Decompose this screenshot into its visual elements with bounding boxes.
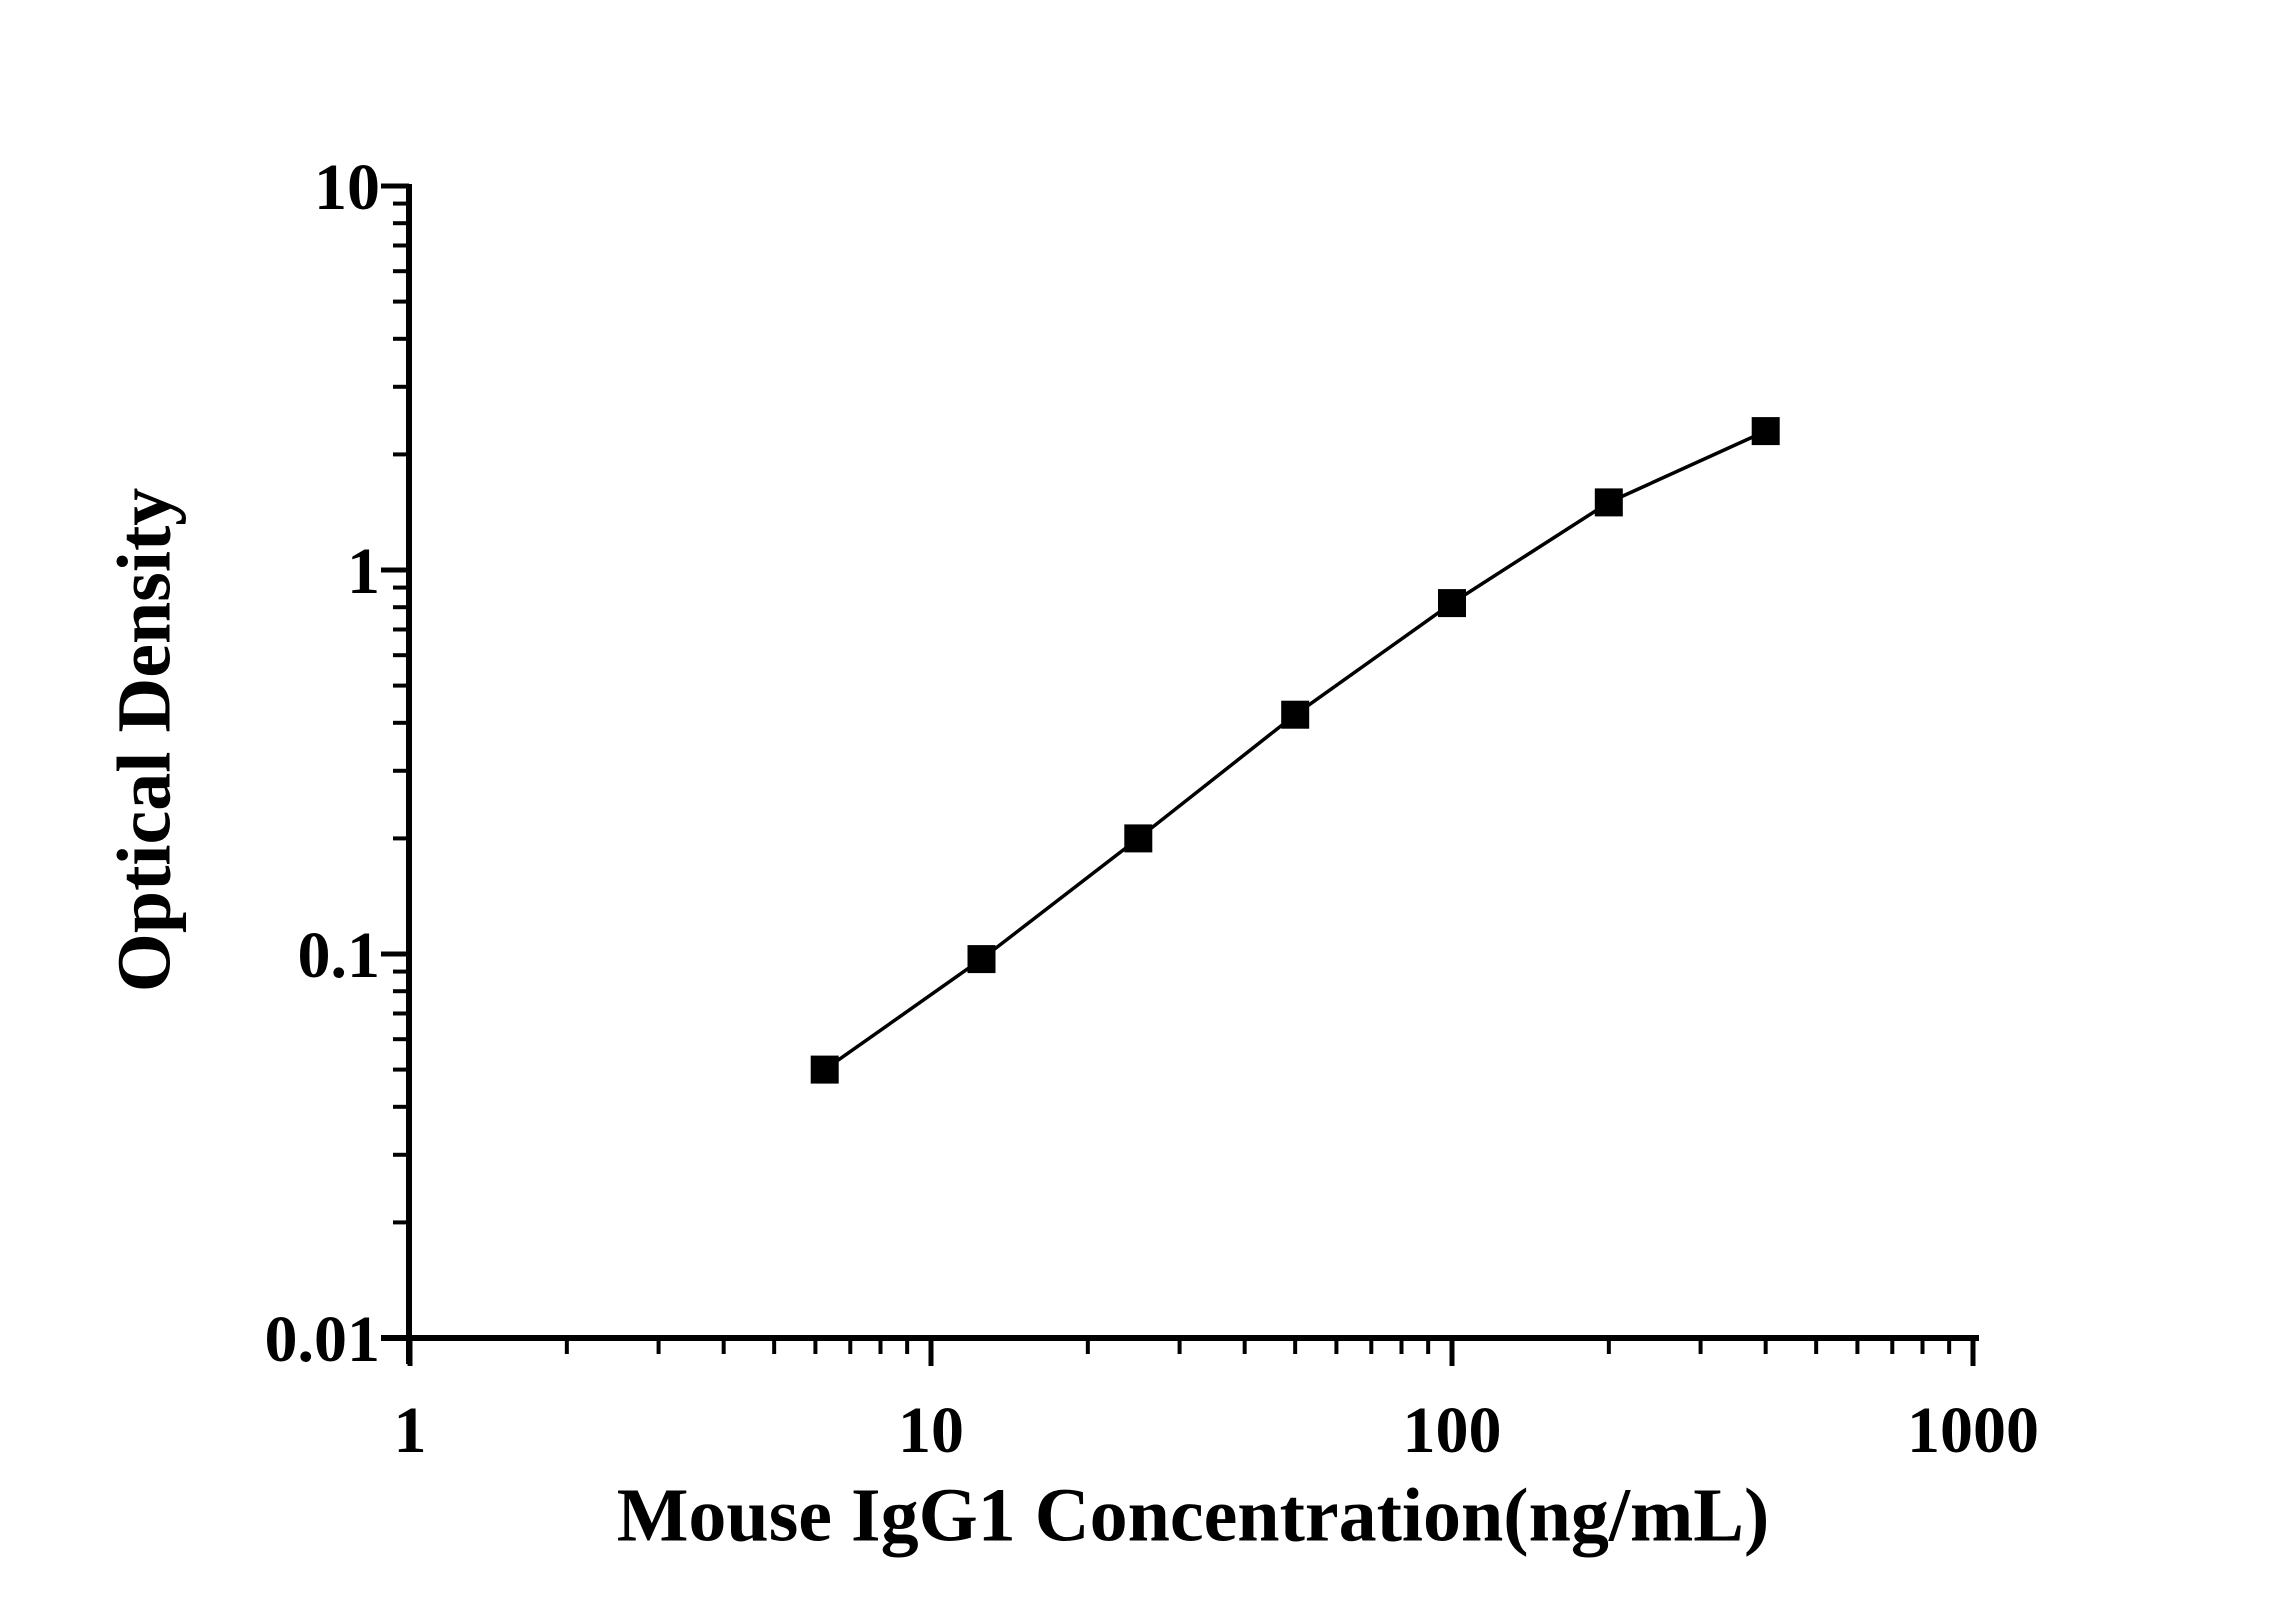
x-tick-label: 100 — [1403, 1394, 1502, 1467]
x-tick-label: 1000 — [1907, 1394, 2039, 1467]
y-tick-label: 0.1 — [298, 919, 381, 992]
data-point-marker — [967, 945, 996, 974]
data-point-marker — [1281, 700, 1310, 729]
x-tick-label: 10 — [898, 1394, 964, 1467]
y-tick-label: 10 — [314, 151, 380, 224]
y-tick-label: 1 — [347, 535, 380, 608]
data-point-marker — [1124, 824, 1153, 853]
standard-curve-line — [823, 429, 1767, 1072]
y-axis-title: Optical Density — [102, 487, 187, 993]
data-point-marker — [1751, 417, 1780, 446]
x-axis-title: Mouse IgG1 Concentration(ng/mL) — [616, 1473, 1770, 1558]
data-point-marker — [1438, 589, 1466, 618]
x-tick-label: 1 — [394, 1394, 427, 1467]
y-tick-label: 0.01 — [265, 1303, 381, 1376]
data-point-marker — [1594, 488, 1623, 517]
data-point-marker — [810, 1055, 839, 1084]
